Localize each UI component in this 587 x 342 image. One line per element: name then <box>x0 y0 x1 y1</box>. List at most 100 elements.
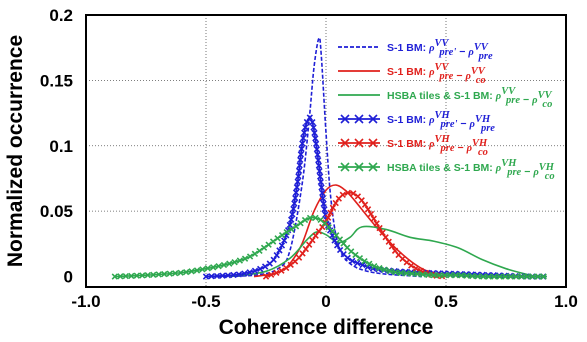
data-point-marker <box>128 272 135 280</box>
legend-subscript: pre <box>439 143 454 154</box>
data-point-marker <box>299 140 306 147</box>
data-point-marker <box>354 114 364 124</box>
legend-symbol: ρ <box>428 115 435 126</box>
series-4 <box>202 114 547 280</box>
data-point-marker <box>491 273 498 280</box>
data-point-marker <box>425 271 432 279</box>
data-point-marker <box>327 209 334 216</box>
legend-subscript: co <box>478 147 488 158</box>
legend-subscript: pre' <box>439 119 457 130</box>
data-point-marker <box>210 264 217 271</box>
data-point-marker <box>312 140 320 147</box>
data-point-marker <box>286 221 293 229</box>
data-point-marker <box>350 190 357 197</box>
data-point-marker <box>496 273 503 280</box>
data-point-marker <box>403 270 410 277</box>
legend-superscript: VV <box>471 66 486 77</box>
x-tick-label: 1.0 <box>554 292 578 311</box>
data-point-marker <box>241 270 248 277</box>
data-point-marker <box>294 178 301 185</box>
data-point-marker <box>288 216 295 223</box>
legend-label: HSBA tiles & S-1 BM: ρVV pre − ρVV co <box>387 86 553 110</box>
data-point-marker <box>204 265 211 272</box>
legend-entry-3: HSBA tiles & S-1 BM: ρVV pre − ρVV co <box>338 86 553 110</box>
data-point-marker <box>340 138 350 148</box>
data-point-marker <box>144 271 151 279</box>
data-point-marker <box>202 273 210 280</box>
data-point-marker <box>208 273 215 280</box>
data-point-marker <box>265 241 272 248</box>
data-point-marker <box>298 145 305 153</box>
data-point-marker <box>302 124 309 131</box>
data-point-marker <box>273 269 280 277</box>
legend-prefix: S-1 BM: <box>387 114 426 126</box>
data-point-marker <box>408 262 415 269</box>
data-point-marker <box>278 242 286 249</box>
legend-symbol: ρ <box>428 139 435 150</box>
legend-label: S-1 BM: ρVV pre − ρVV co <box>387 62 486 86</box>
data-point-marker <box>529 273 536 280</box>
data-point-marker <box>339 191 346 198</box>
data-point-marker <box>319 195 327 202</box>
data-point-marker <box>414 270 421 278</box>
data-point-marker <box>220 261 228 269</box>
legend-prefix: HSBA tiles & S-1 BM: <box>387 90 493 102</box>
data-point-marker <box>376 224 383 232</box>
legend-operator: − <box>456 70 462 82</box>
data-point-marker <box>273 252 280 259</box>
data-point-marker <box>289 211 296 218</box>
data-point-marker <box>292 194 299 202</box>
data-point-marker <box>213 272 221 280</box>
legend-superscript: VV <box>501 86 516 97</box>
data-point-marker <box>226 260 233 267</box>
data-point-marker <box>283 228 290 236</box>
legend-symbol: ρ <box>464 71 471 82</box>
legend-symbol: ρ <box>466 143 473 154</box>
data-point-marker <box>382 234 389 241</box>
data-point-marker <box>292 223 300 230</box>
data-point-marker <box>419 271 426 278</box>
data-point-marker <box>359 261 366 269</box>
data-point-marker <box>370 215 377 222</box>
data-point-marker <box>452 272 459 279</box>
data-point-marker <box>320 200 327 207</box>
data-point-marker <box>301 129 308 136</box>
data-point-marker <box>274 235 281 242</box>
data-point-marker <box>366 260 373 267</box>
data-point-marker <box>297 220 304 227</box>
legend-operator: − <box>460 118 466 130</box>
data-point-marker <box>354 138 364 148</box>
x-tick-label: -1.0 <box>71 292 100 311</box>
data-point-marker <box>312 214 319 222</box>
legend-symbol: ρ <box>531 95 538 106</box>
data-point-marker <box>535 273 542 280</box>
data-point-marker <box>321 206 328 213</box>
legend-superscript: VV <box>435 62 450 73</box>
data-point-marker <box>230 271 237 279</box>
data-point-marker <box>278 267 285 274</box>
data-point-marker <box>281 237 288 244</box>
legend-superscript: VV <box>538 90 553 101</box>
data-point-marker <box>301 216 309 224</box>
grid <box>86 14 566 287</box>
data-point-marker <box>199 266 206 273</box>
data-point-marker <box>502 273 509 280</box>
data-point-marker <box>368 114 378 124</box>
data-point-marker <box>331 237 338 244</box>
data-point-marker <box>292 189 300 196</box>
data-point-marker <box>412 265 420 272</box>
data-point-marker <box>291 200 298 207</box>
data-point-marker <box>295 167 303 174</box>
data-point-marker <box>309 118 316 126</box>
data-point-marker <box>329 204 337 211</box>
x-tick-label: 0.5 <box>434 292 458 311</box>
data-point-marker <box>246 269 253 276</box>
legend-superscript: VH <box>501 158 517 169</box>
data-point-marker <box>361 201 369 208</box>
legend-superscript: VH <box>435 110 451 121</box>
data-point-marker <box>270 256 277 263</box>
legend-superscript: VH <box>472 138 488 149</box>
data-point-marker <box>306 214 314 222</box>
y-tick-label: 0.05 <box>40 202 73 221</box>
